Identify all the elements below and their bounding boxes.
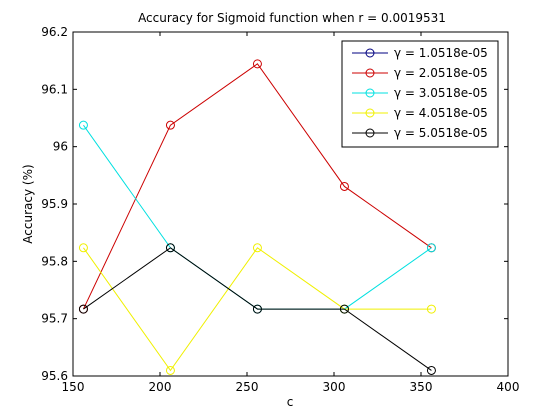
y-tick-label: 95.9 — [41, 197, 68, 211]
legend-label: γ = 4.0518e-05 — [394, 106, 488, 120]
x-axis-title: c — [287, 395, 294, 409]
y-axis-title: Accuracy (%) — [21, 164, 35, 243]
y-tick-label: 95.6 — [41, 369, 68, 383]
y-tick-label: 96.2 — [41, 25, 68, 39]
chart-title: Accuracy for Sigmoid function when r = 0… — [138, 11, 446, 25]
legend-label: γ = 5.0518e-05 — [394, 126, 488, 140]
x-tick-label: 350 — [410, 380, 433, 394]
y-tick-label: 95.8 — [41, 254, 68, 268]
y-tick-label: 96 — [53, 140, 68, 154]
legend: γ = 1.0518e-05 γ = 2.0518e-05 γ = 3.0518e-… — [342, 41, 498, 147]
x-tick-label: 250 — [236, 380, 259, 394]
x-tick-label: 200 — [149, 380, 172, 394]
y-tick-label: 95.7 — [41, 312, 68, 326]
x-tick-label: 300 — [323, 380, 346, 394]
x-tick-label: 400 — [497, 380, 520, 394]
y-tick-label: 96.1 — [41, 82, 68, 96]
legend-label: γ = 1.0518e-05 — [394, 46, 488, 60]
legend-label: γ = 3.0518e-05 — [394, 86, 488, 100]
legend-label: γ = 2.0518e-05 — [394, 66, 488, 80]
